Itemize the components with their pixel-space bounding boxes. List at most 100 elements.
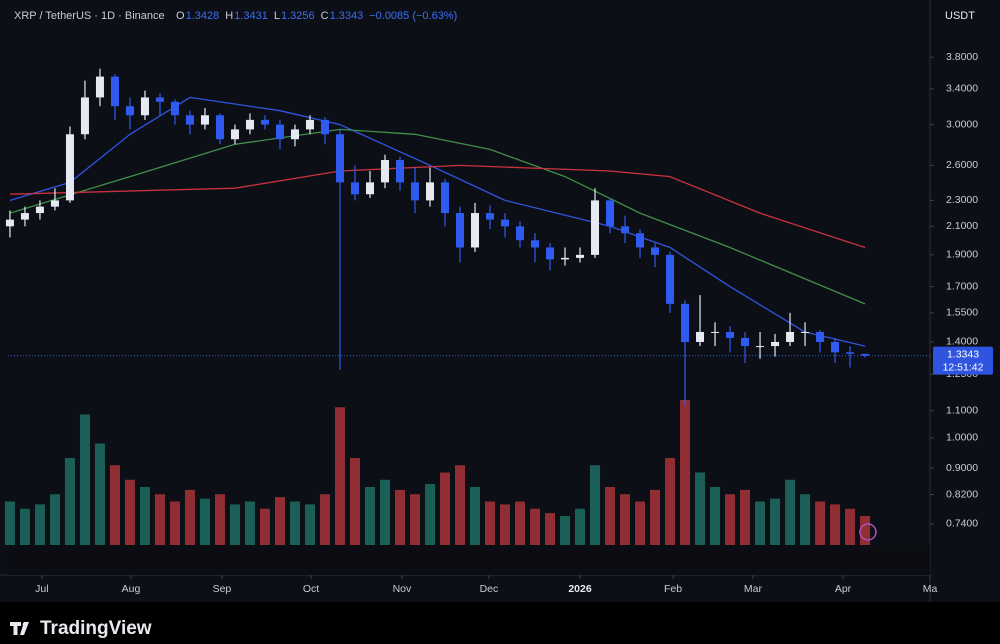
volume-bar <box>409 494 420 545</box>
volume-bar <box>845 508 856 545</box>
candle-body <box>245 119 254 130</box>
volume-bar <box>424 484 435 545</box>
footer <box>0 602 1000 644</box>
candle-body <box>410 182 419 201</box>
volume-bar <box>515 501 526 545</box>
candle-body <box>666 254 675 304</box>
candle-body <box>125 106 134 116</box>
candle-body <box>816 331 825 342</box>
volume-bar <box>785 479 796 545</box>
volume-bar <box>485 501 496 545</box>
volume-bar <box>139 487 150 545</box>
volume-bar <box>4 501 15 545</box>
volume-bar <box>815 501 826 545</box>
volume-bar <box>169 501 180 545</box>
candle-body <box>440 182 449 214</box>
x-tick-label: Mar <box>744 583 763 595</box>
y-tick-label: 0.7400 <box>946 518 978 530</box>
volume-bar <box>860 516 871 545</box>
volume-bar <box>530 508 541 545</box>
candle-body <box>140 97 149 116</box>
volume-bar <box>289 501 300 545</box>
moving-average <box>9 128 866 305</box>
candle-body <box>516 226 525 241</box>
currency[interactable]: USDT <box>945 10 975 22</box>
candle-body <box>20 213 29 220</box>
candle-body <box>621 226 630 234</box>
ohlc-value: 1.3256 <box>281 10 315 22</box>
volume-bar <box>364 487 375 545</box>
volume-bar <box>334 407 345 545</box>
volume-base <box>8 545 930 575</box>
volume-bar <box>244 501 255 545</box>
volume-bar <box>590 465 601 545</box>
y-tick-label: 2.1000 <box>946 220 978 232</box>
candle-body <box>831 341 840 353</box>
ohlc-value: 1.3428 <box>186 10 220 22</box>
candle-body <box>275 124 284 140</box>
volume-bar <box>800 494 811 545</box>
candle-body <box>80 97 89 135</box>
y-tick-label: 3.4000 <box>946 83 978 95</box>
symbol-title: XRP / TetherUS · 1D · Binance <box>14 10 165 22</box>
volume-bar <box>500 504 511 545</box>
volume-bar <box>439 472 450 545</box>
candle-body <box>861 353 870 356</box>
volume-bar <box>575 508 586 545</box>
volume-bar <box>605 487 616 545</box>
x-tick-label: Aug <box>122 583 141 595</box>
candle-body <box>486 213 495 220</box>
candle-body <box>260 119 269 125</box>
candle-body <box>5 219 14 227</box>
x-tick-label: 2026 <box>568 583 592 595</box>
volume-bar <box>680 400 691 545</box>
candle-body <box>681 303 690 342</box>
volume-bar <box>259 508 270 545</box>
volume-bar <box>470 487 481 545</box>
background <box>0 0 1000 602</box>
volume-bar <box>665 458 676 545</box>
candle-body <box>50 200 59 207</box>
y-tick-label: 3.8000 <box>946 51 978 63</box>
candle-body <box>290 129 299 140</box>
volume-bar <box>740 489 751 545</box>
volume-bar <box>304 504 315 545</box>
candle-body <box>561 257 570 260</box>
y-tick-label: 3.0000 <box>946 118 978 130</box>
candle-body <box>380 159 389 183</box>
candle-body <box>786 331 795 342</box>
candle-body <box>756 346 765 348</box>
candle-body <box>651 247 660 255</box>
x-tick-label: Dec <box>480 583 499 595</box>
candle-body <box>591 200 600 255</box>
y-tick-label: 2.3000 <box>946 194 978 206</box>
moving-average <box>9 96 866 347</box>
ohlc-letter: O <box>176 10 185 22</box>
volume-bar <box>650 489 661 545</box>
candle-body <box>501 219 510 227</box>
x-tick-label: Apr <box>835 583 852 595</box>
candle-body <box>846 352 855 354</box>
y-tick-label: 0.9000 <box>946 462 978 474</box>
volume-bar <box>545 513 556 545</box>
ohlc-value: 1.3343 <box>330 10 364 22</box>
logo-dot <box>22 622 28 627</box>
candle-body <box>741 337 750 347</box>
volume-bar <box>154 494 165 545</box>
logo <box>10 622 29 635</box>
volume-bar <box>109 465 120 545</box>
y-tick-label: 1.1000 <box>946 405 978 417</box>
x-tick-label: Sep <box>213 583 232 595</box>
brand: TradingView <box>40 618 152 639</box>
volume-bar <box>695 472 706 545</box>
y-tick-label: 1.5500 <box>946 307 978 319</box>
ohlc-letter: H <box>225 10 233 22</box>
volume-bar <box>79 414 90 545</box>
candle-body <box>350 182 359 195</box>
candle-body <box>455 213 464 248</box>
last-price-box <box>933 346 993 375</box>
alert-icon[interactable] <box>859 523 877 541</box>
volume-bar <box>229 504 240 545</box>
x-tick-label: Feb <box>664 583 682 595</box>
